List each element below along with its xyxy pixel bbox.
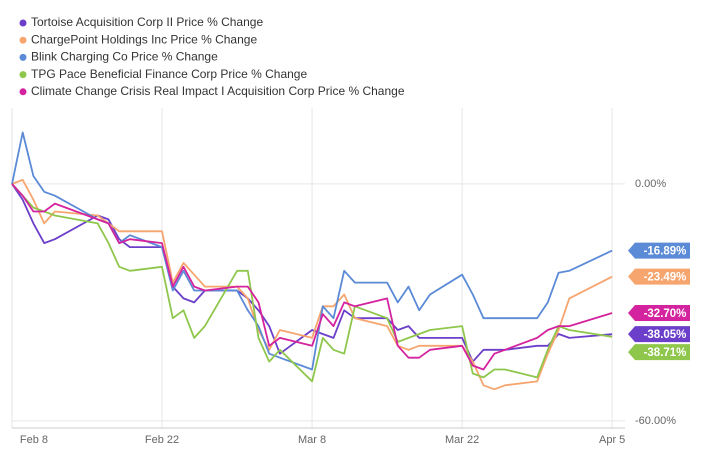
legend-marker bbox=[19, 19, 27, 27]
end-tag-label: -32.70% bbox=[644, 308, 687, 320]
series-line bbox=[11, 179, 613, 391]
end-tag bbox=[628, 326, 690, 343]
legend-marker bbox=[19, 36, 27, 44]
end-tag-label: -38.05% bbox=[644, 329, 687, 341]
end-tag bbox=[628, 305, 690, 322]
end-tag-label: -16.89% bbox=[644, 246, 687, 258]
end-tag bbox=[628, 268, 690, 285]
end-tag-label: -38.71% bbox=[644, 347, 687, 359]
legend-label: Tortoise Acquisition Corp II Price % Cha… bbox=[31, 15, 263, 29]
legend-marker bbox=[19, 71, 27, 79]
x-tick-label: Mar 8 bbox=[298, 434, 326, 446]
legend-label: TPG Pace Beneficial Finance Corp Price %… bbox=[31, 67, 307, 81]
legend-label: Climate Change Crisis Real Impact I Acqu… bbox=[31, 84, 405, 98]
y-tick-label: -60.00% bbox=[635, 415, 676, 427]
legend-marker bbox=[19, 88, 27, 96]
x-tick-label: Feb 8 bbox=[20, 434, 48, 446]
end-tag bbox=[628, 242, 690, 259]
x-tick-label: Feb 22 bbox=[145, 434, 179, 446]
legend-label: Blink Charging Co Price % Change bbox=[31, 50, 218, 64]
end-tag bbox=[628, 344, 690, 361]
x-tick-label: Mar 22 bbox=[445, 434, 479, 446]
end-tag-label: -23.49% bbox=[644, 272, 687, 284]
legend-marker bbox=[19, 53, 27, 61]
series-line bbox=[11, 183, 613, 371]
y-tick-label: 0.00% bbox=[635, 178, 666, 190]
series-line bbox=[11, 183, 613, 383]
legend-label: ChargePoint Holdings Inc Price % Change bbox=[31, 32, 257, 46]
x-tick-label: Apr 5 bbox=[599, 434, 625, 446]
